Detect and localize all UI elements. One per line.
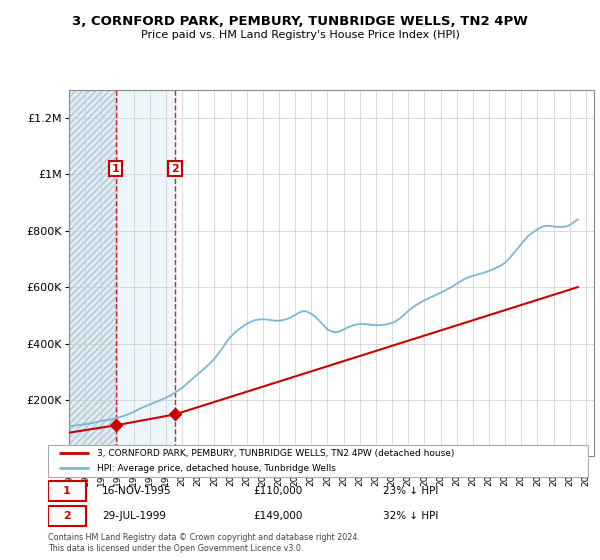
- Text: 2: 2: [171, 164, 179, 174]
- Text: HPI: Average price, detached house, Tunbridge Wells: HPI: Average price, detached house, Tunb…: [97, 464, 335, 473]
- Text: Contains HM Land Registry data © Crown copyright and database right 2024.
This d: Contains HM Land Registry data © Crown c…: [48, 533, 360, 553]
- Text: 23% ↓ HPI: 23% ↓ HPI: [383, 486, 438, 496]
- Bar: [69, 90, 116, 456]
- Text: 3, CORNFORD PARK, PEMBURY, TUNBRIDGE WELLS, TN2 4PW: 3, CORNFORD PARK, PEMBURY, TUNBRIDGE WEL…: [72, 15, 528, 28]
- Text: 2: 2: [63, 511, 71, 521]
- Text: 29-JUL-1999: 29-JUL-1999: [102, 511, 166, 521]
- Text: 16-NOV-1995: 16-NOV-1995: [102, 486, 172, 496]
- Bar: [116, 90, 175, 456]
- FancyBboxPatch shape: [48, 506, 86, 526]
- Text: Price paid vs. HM Land Registry's House Price Index (HPI): Price paid vs. HM Land Registry's House …: [140, 30, 460, 40]
- Text: 3, CORNFORD PARK, PEMBURY, TUNBRIDGE WELLS, TN2 4PW (detached house): 3, CORNFORD PARK, PEMBURY, TUNBRIDGE WEL…: [97, 449, 454, 458]
- Text: £149,000: £149,000: [253, 511, 302, 521]
- Text: 32% ↓ HPI: 32% ↓ HPI: [383, 511, 438, 521]
- Text: 1: 1: [112, 164, 119, 174]
- FancyBboxPatch shape: [48, 445, 588, 477]
- Text: £110,000: £110,000: [253, 486, 302, 496]
- Text: 1: 1: [63, 486, 71, 496]
- Bar: [69, 90, 116, 456]
- FancyBboxPatch shape: [48, 481, 86, 501]
